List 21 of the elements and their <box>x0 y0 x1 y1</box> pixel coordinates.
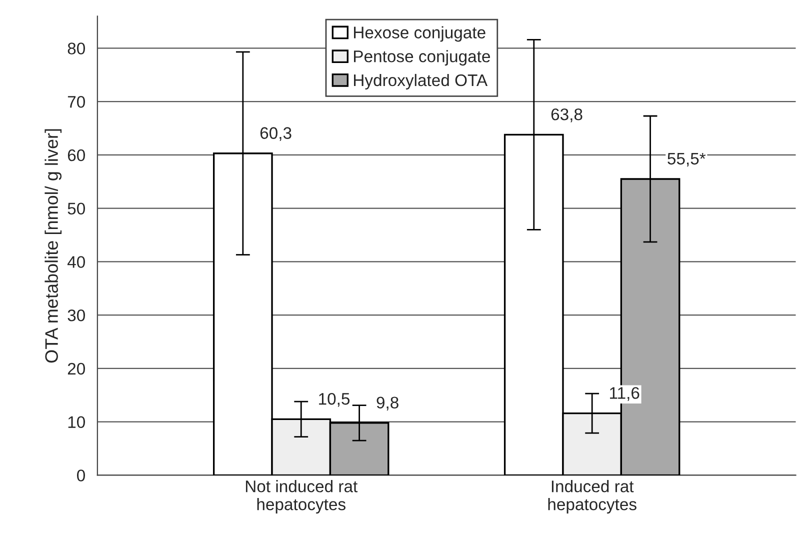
x-tick-label: Not induced rat hepatocytes <box>246 480 358 514</box>
y-tick-label: 30 <box>68 309 85 322</box>
y-axis-title: OTA metabolite [nmol/ g liver] <box>44 129 62 363</box>
y-tick-label: 60 <box>68 149 85 162</box>
y-tick-label: 10 <box>68 416 85 428</box>
y-tick-label: 80 <box>68 42 85 54</box>
y-tick-label: 20 <box>68 362 85 375</box>
data-label: 60,3 <box>260 127 292 141</box>
legend-label: Hexose conjugate <box>354 26 486 42</box>
data-label: 10,5 <box>319 392 350 407</box>
data-label: 63,8 <box>551 108 582 122</box>
y-tick-label: 50 <box>68 202 85 215</box>
legend-label: Pentose conjugate <box>354 50 490 66</box>
legend-label: Hydroxylated OTA <box>354 74 488 90</box>
y-tick-label: 70 <box>68 96 85 108</box>
data-label: 11,6 <box>610 387 640 401</box>
y-tick-label: 0 <box>77 470 85 482</box>
y-tick-label: 40 <box>67 256 85 268</box>
data-label: 9,8 <box>376 396 398 410</box>
x-tick-label: Induced rat hepatocytes <box>548 480 636 514</box>
data-label: 55,5* <box>668 152 706 167</box>
